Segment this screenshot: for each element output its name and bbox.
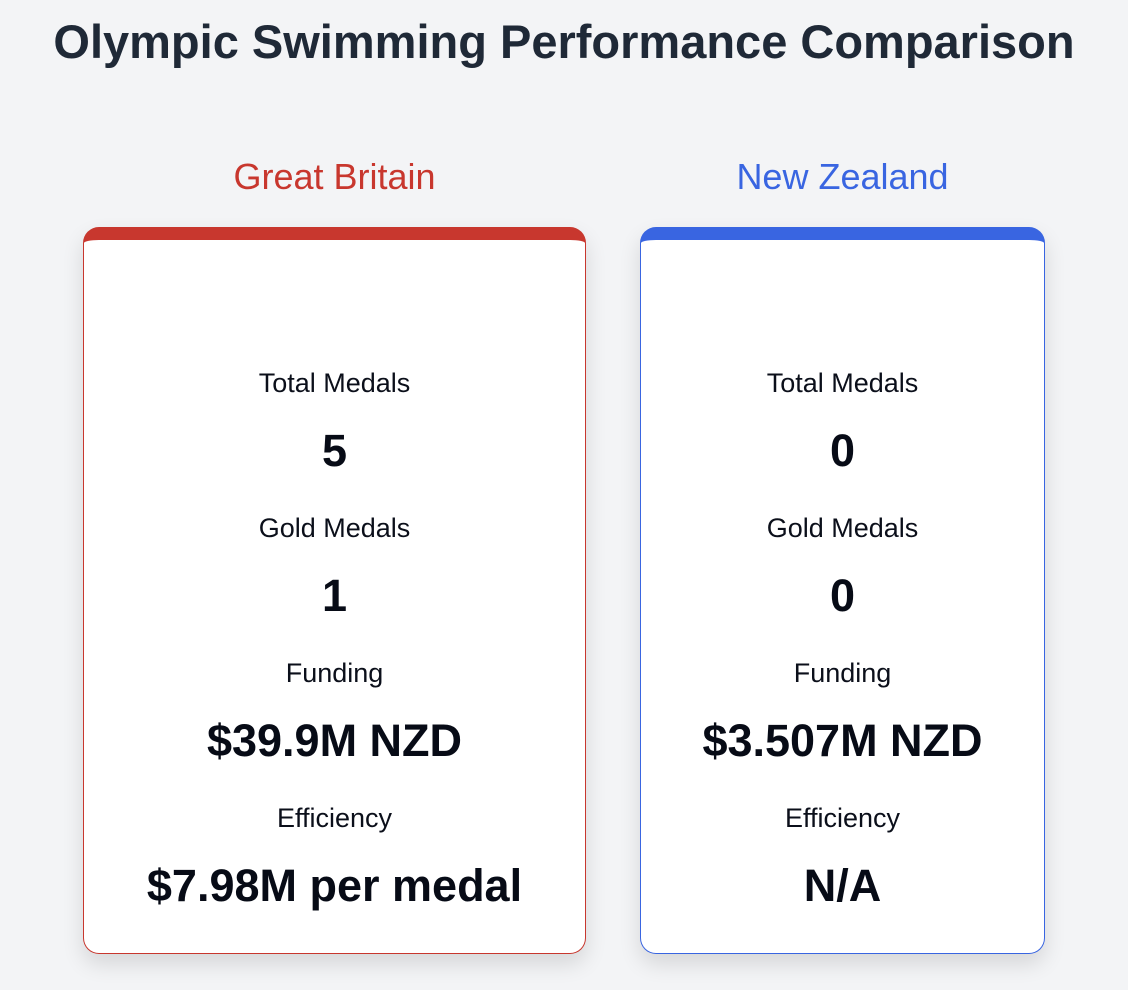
stat-value-efficiency: N/A (803, 860, 882, 911)
stat-label-total-medals: Total Medals (766, 368, 919, 398)
country-card: Total Medals 0 Gold Medals 0 Funding $3.… (640, 227, 1045, 954)
stat-value-efficiency: $7.98M per medal (146, 860, 523, 911)
stat-label-efficiency: Efficiency (276, 803, 393, 833)
stat-label-efficiency: Efficiency (784, 803, 901, 833)
stat-label-gold-medals: Gold Medals (258, 513, 411, 543)
stat-value-gold-medals: 1 (321, 570, 348, 621)
country-name: Great Britain (233, 156, 436, 197)
stat-value-total-medals: 0 (829, 425, 856, 476)
stat-label-funding: Funding (793, 658, 892, 688)
stat-label-gold-medals: Gold Medals (766, 513, 919, 543)
country-column-new-zealand: New Zealand Total Medals 0 Gold Medals 0… (640, 150, 1045, 954)
stat-value-total-medals: 5 (321, 425, 348, 476)
stat-label-total-medals: Total Medals (258, 368, 411, 398)
stat-value-funding: $3.507M NZD (702, 715, 983, 766)
country-card: Total Medals 5 Gold Medals 1 Funding $39… (83, 227, 586, 954)
stat-label-funding: Funding (285, 658, 384, 688)
stat-value-funding: $39.9M NZD (206, 715, 463, 766)
page-title: Olympic Swimming Performance Comparison (53, 15, 1075, 68)
stat-value-gold-medals: 0 (829, 570, 856, 621)
country-name: New Zealand (736, 156, 949, 197)
country-column-great-britain: Great Britain Total Medals 5 Gold Medals… (83, 150, 586, 954)
comparison-row: Great Britain Total Medals 5 Gold Medals… (0, 150, 1128, 954)
